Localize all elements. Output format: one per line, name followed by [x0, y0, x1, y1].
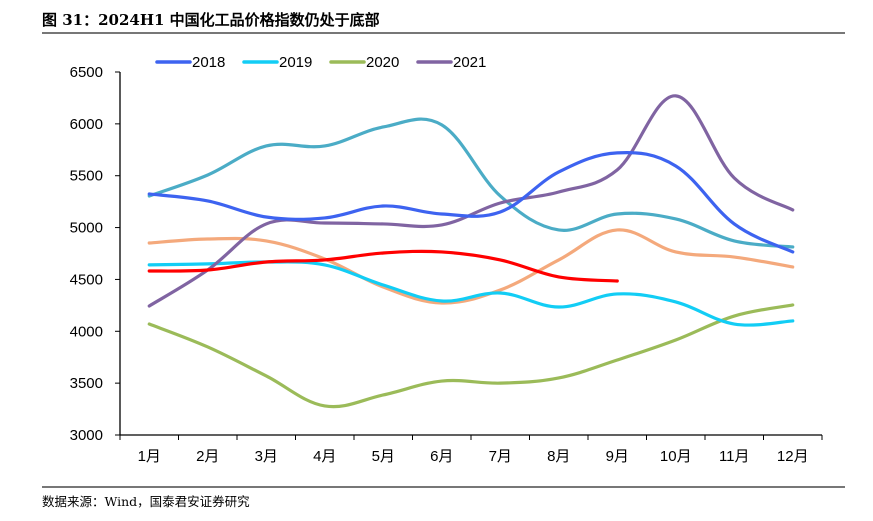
source-note: 数据来源：Wind，国泰君安证券研究: [42, 494, 250, 509]
series-line-2020: [147, 303, 795, 409]
source-divider: [42, 486, 845, 488]
y-tick-label: 6500: [70, 64, 103, 81]
x-tick-label: 1月: [138, 448, 161, 465]
x-tick-label: 11月: [719, 448, 750, 465]
x-tick-label: 4月: [313, 448, 336, 465]
x-tick-label: 7月: [489, 448, 512, 465]
series-line-2019: [147, 260, 795, 327]
y-tick-label: 4000: [70, 323, 103, 340]
series-line-series-6: [147, 228, 795, 305]
y-tick-label: 3500: [70, 375, 103, 392]
y-tick-label: 5500: [70, 168, 103, 185]
x-tick-label: 10月: [660, 448, 692, 465]
legend-label: 2020: [366, 54, 399, 71]
x-tick-label: 5月: [372, 448, 395, 465]
x-tick-label: 2月: [196, 448, 219, 465]
x-tick-label: 6月: [430, 448, 453, 465]
title-divider: [42, 32, 845, 34]
legend-label: 2019: [279, 54, 312, 71]
figure-title: 图 31：2024H1 中国化工品价格指数仍处于底部: [42, 11, 380, 29]
legend-label: 2021: [453, 54, 486, 71]
x-tick-label: 3月: [255, 448, 278, 465]
series-line-2021: [147, 94, 795, 308]
y-tick-label: 3000: [70, 427, 103, 444]
y-tick-label: 5000: [70, 220, 103, 237]
legend-label: 2018: [192, 54, 225, 71]
x-tick-label: 12月: [777, 448, 809, 465]
y-tick-label: 6000: [70, 116, 103, 133]
x-tick-label: 8月: [547, 448, 570, 465]
y-tick-label: 4500: [70, 271, 103, 288]
x-tick-label: 9月: [606, 448, 629, 465]
